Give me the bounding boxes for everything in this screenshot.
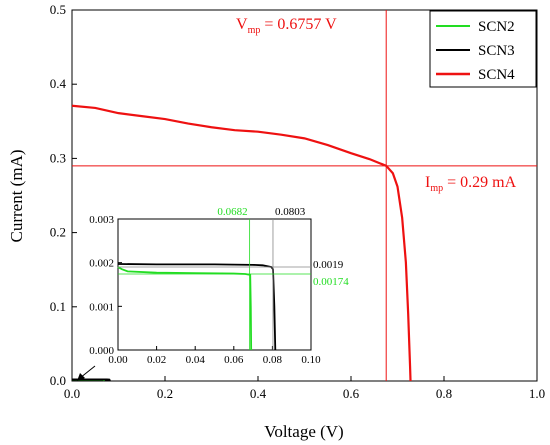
plot-frame: [71, 9, 538, 382]
inset-label-0.0803: 0.0803: [275, 206, 306, 218]
vmp-annotation: Vmp = 0.6757 V: [236, 16, 337, 36]
main-series: [71, 104, 412, 382]
legend-label-scn4: SCN4: [478, 67, 515, 83]
legend-label-scn3: SCN3: [478, 43, 515, 59]
inset-x-tick-label: 0.10: [301, 354, 321, 366]
legend: SCN2 SCN3 SCN4: [429, 10, 537, 88]
inset-y-tick-label: 0.002: [89, 258, 114, 270]
y-tick-label: 0.0: [50, 373, 66, 388]
vmp-sub: mp: [248, 25, 261, 36]
inset-label-0.00174: 0.00174: [313, 276, 349, 288]
inset-axis-ticks: 0.00 0.02 0.04 0.06 0.08 0.10 0.000 0.001 0.002 0…: [89, 214, 321, 366]
x-tick-label: 0.0: [64, 386, 80, 401]
x-tick-label: 1.0: [529, 386, 545, 401]
y-tick-label: 0.3: [50, 150, 66, 165]
inset-x-tick-label: 0.02: [147, 354, 166, 366]
x-tick-label: 0.8: [436, 386, 452, 401]
arrow-head: [77, 373, 85, 381]
inset-frame: [117, 218, 312, 351]
inset-chart: 0.00 0.02 0.04 0.06 0.08 0.10 0.000 0.001 0.002 0…: [89, 206, 349, 366]
imp-annotation: Imp = 0.29 mA: [425, 174, 517, 194]
inset-annotations: 0.0682 0.0803 0.0019 0.00174: [118, 206, 349, 350]
inset-series: [117, 263, 277, 351]
x-tick-label: 0.2: [157, 386, 173, 401]
inset-y-tick-label: 0.001: [89, 301, 114, 313]
series-line-scn3: [71, 378, 111, 382]
y-tick-label: 0.5: [50, 2, 66, 17]
inset-x-tick-label: 0.08: [263, 354, 283, 366]
inset-series-line-scn3: [117, 263, 277, 351]
inset-x-tick-label: 0.00: [108, 354, 128, 366]
inset-series-line-scn2: [117, 266, 253, 351]
inset-y-tick-label: 0.003: [89, 214, 114, 226]
y-axis-label: Current (mA): [7, 149, 26, 242]
y-tick-label: 0.4: [50, 76, 67, 91]
inset-x-tick-label: 0.06: [224, 354, 244, 366]
inset-x-tick-label: 0.04: [186, 354, 206, 366]
y-tick-label: 0.1: [50, 299, 66, 314]
main-axis-ticks: 0.0 0.2 0.4 0.6 0.8 1.0 0.0 0.1 0.2 0.3 0.4 0.5: [50, 2, 545, 401]
inset-y-tick-label: 0.000: [89, 345, 114, 357]
imp-sub: mp: [430, 183, 443, 194]
inset-label-0.0019: 0.0019: [313, 259, 344, 271]
x-tick-label: 0.4: [250, 386, 267, 401]
vmp-main: V: [236, 16, 248, 33]
x-tick-label: 0.6: [343, 386, 360, 401]
mpp-guides: [72, 10, 537, 381]
imp-rest: = 0.29 mA: [443, 174, 516, 191]
y-tick-label: 0.2: [50, 225, 66, 240]
inset-pointer-arrow: [77, 365, 96, 381]
vmp-rest: = 0.6757 V: [260, 16, 337, 33]
imp-main: I: [425, 174, 430, 191]
inset-label-0.0682: 0.0682: [217, 206, 247, 218]
legend-label-scn2: SCN2: [478, 19, 515, 35]
series-line-scn4: [71, 104, 412, 382]
x-axis-label: Voltage (V): [264, 422, 343, 441]
